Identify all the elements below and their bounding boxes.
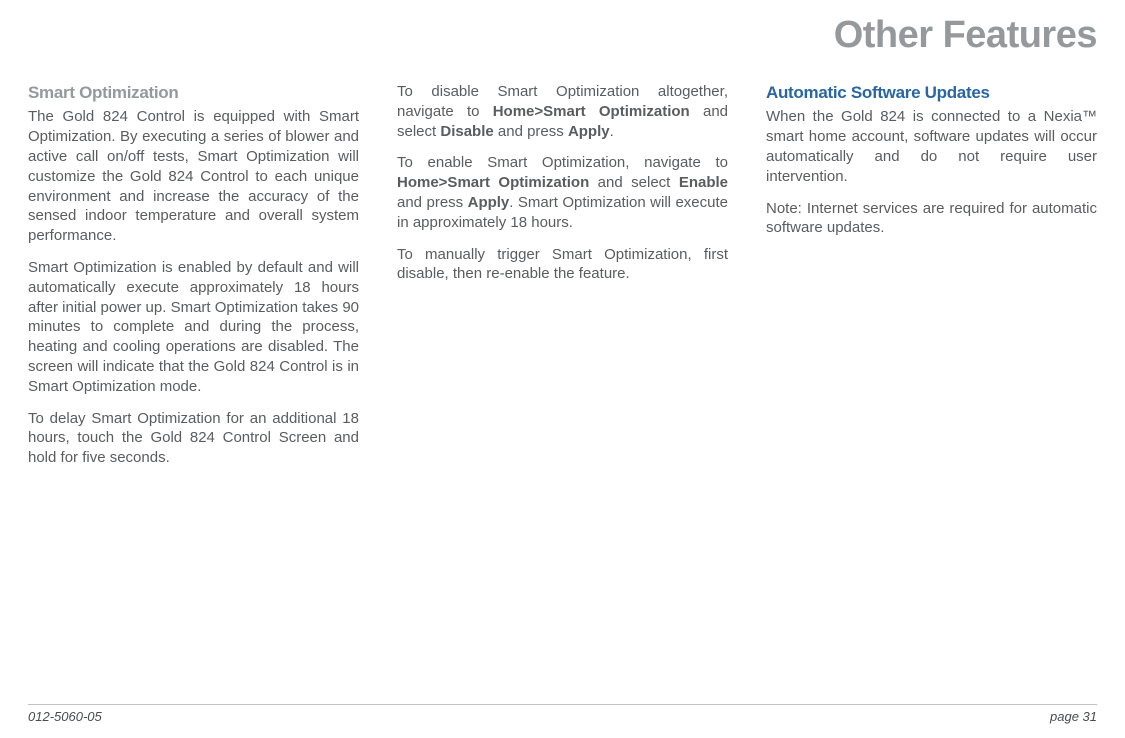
bold-text: Apply (568, 123, 610, 140)
body-paragraph: Smart Optimization is enabled by default… (28, 258, 359, 397)
text-run: and press (397, 194, 468, 211)
page-title: Other Features (834, 14, 1097, 57)
column-2: To disable Smart Optimization altogether… (397, 82, 728, 480)
body-paragraph: To enable Smart Optimization, navigate t… (397, 153, 728, 232)
body-paragraph: The Gold 824 Control is equipped with Sm… (28, 107, 359, 246)
text-run: and press (494, 123, 568, 140)
content-grid: Smart Optimization The Gold 824 Control … (28, 82, 1097, 480)
body-paragraph: To disable Smart Optimization altogether… (397, 82, 728, 141)
page-footer: 012-5060-05 page 31 (28, 704, 1097, 724)
section-heading-automatic-updates: Automatic Software Updates (766, 82, 1097, 104)
bold-text: Enable (679, 174, 728, 191)
doc-number: 012-5060-05 (28, 709, 102, 724)
body-paragraph: To delay Smart Optimization for an addit… (28, 409, 359, 468)
section-heading-smart-optimization: Smart Optimization (28, 82, 359, 104)
column-3: Automatic Software Updates When the Gold… (766, 82, 1097, 480)
body-paragraph: Note: Internet services are required for… (766, 199, 1097, 239)
text-run: To enable Smart Optimization, navigate t… (397, 154, 728, 171)
text-run: . (610, 123, 614, 140)
bold-text: Apply (468, 194, 510, 211)
body-paragraph: To manually trigger Smart Optimization, … (397, 245, 728, 285)
bold-text: Disable (440, 123, 493, 140)
column-1: Smart Optimization The Gold 824 Control … (28, 82, 359, 480)
bold-text: Home>Smart Optimization (397, 174, 589, 191)
page-number: page 31 (1050, 709, 1097, 724)
text-run: and select (589, 174, 679, 191)
bold-text: Home>Smart Optimization (493, 103, 690, 120)
body-paragraph: When the Gold 824 is connected to a Nexi… (766, 107, 1097, 186)
